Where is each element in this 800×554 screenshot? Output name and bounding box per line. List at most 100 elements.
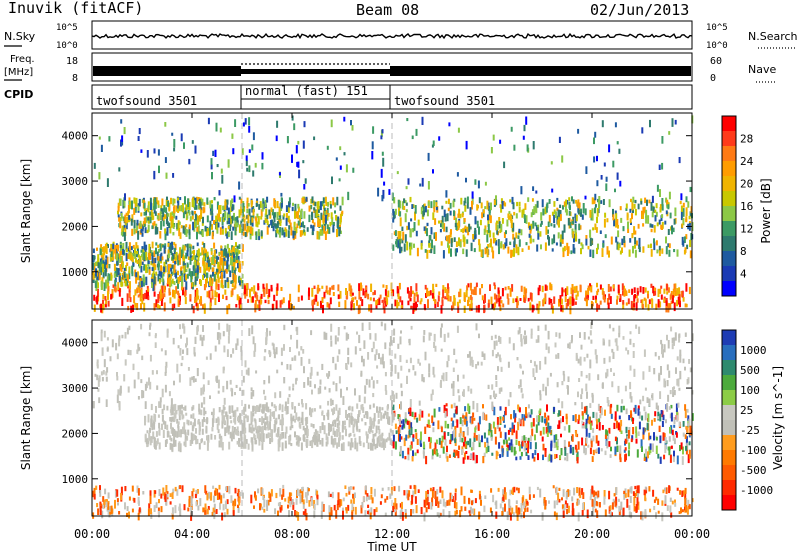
- scatter-cell: [665, 210, 668, 215]
- scatter-cell: [173, 242, 176, 246]
- scatter-cell: [391, 415, 394, 423]
- scatter-cell: [465, 290, 468, 298]
- scatter-cell: [558, 136, 561, 143]
- velocity-scatter: [92, 320, 694, 522]
- scatter-cell: [644, 486, 647, 491]
- scatter-cell: [455, 449, 458, 456]
- scatter-cell: [681, 456, 684, 465]
- scatter-cell: [125, 252, 128, 262]
- scatter-cell: [171, 241, 174, 250]
- scatter-cell: [490, 488, 493, 493]
- scatter-cell: [263, 288, 266, 297]
- scatter-cell: [92, 248, 95, 254]
- scatter-cell: [249, 230, 252, 240]
- scatter-cell: [453, 198, 456, 202]
- scatter-cell: [672, 388, 675, 397]
- scatter-cell: [107, 244, 109, 248]
- scatter-cell: [239, 297, 242, 305]
- scatter-cell: [167, 213, 170, 217]
- scatter-cell: [137, 230, 140, 240]
- scatter-cell: [421, 177, 424, 187]
- scatter-cell: [609, 296, 612, 304]
- scatter-cell: [105, 501, 108, 507]
- scatter-cell: [686, 408, 689, 413]
- scatter-cell: [666, 283, 668, 291]
- scatter-cell: [467, 231, 470, 236]
- scatter-cell: [373, 413, 376, 422]
- scatter-cell: [302, 160, 305, 164]
- scatter-cell: [105, 259, 108, 265]
- scatter-cell: [194, 145, 197, 154]
- scatter-cell: [567, 246, 570, 254]
- scatter-cell: [410, 292, 412, 297]
- scatter-cell: [305, 495, 308, 504]
- scatter-cell: [381, 151, 384, 156]
- scatter-cell: [627, 350, 630, 355]
- scatter-cell: [515, 430, 518, 439]
- scatter-cell: [668, 249, 671, 257]
- scatter-cell: [264, 217, 267, 224]
- scatter-cell: [98, 172, 101, 180]
- scatter-cell: [649, 119, 651, 128]
- scatter-cell: [137, 488, 140, 496]
- scatter-cell: [373, 290, 376, 295]
- scatter-cell: [176, 223, 179, 229]
- scatter-cell: [658, 250, 661, 257]
- scatter-cell: [577, 441, 580, 450]
- scatter-cell: [213, 495, 216, 503]
- scatter-cell: [685, 196, 688, 203]
- scatter-cell: [542, 208, 545, 216]
- scatter-cell: [512, 487, 514, 495]
- scatter-cell: [643, 453, 646, 459]
- scatter-cell: [127, 253, 130, 259]
- scatter-cell: [177, 430, 180, 438]
- scatter-cell: [456, 301, 459, 307]
- scatter-cell: [567, 505, 570, 513]
- scatter-cell: [224, 427, 227, 437]
- scatter-cell: [460, 486, 463, 496]
- scatter-cell: [279, 227, 282, 235]
- scatter-cell: [519, 456, 522, 460]
- scatter-cell: [632, 351, 635, 358]
- scatter-cell: [646, 422, 649, 430]
- scatter-cell: [571, 196, 573, 202]
- scatter-cell: [385, 438, 388, 443]
- scatter-cell: [431, 239, 433, 249]
- scatter-cell: [254, 495, 257, 501]
- scatter-cell: [328, 505, 331, 514]
- scatter-cell: [673, 417, 676, 425]
- scatter-cell: [275, 347, 278, 355]
- scatter-cell: [419, 409, 422, 415]
- scatter-cell: [318, 231, 321, 240]
- scatter-cell: [131, 508, 134, 513]
- scatter-cell: [216, 423, 219, 430]
- scatter-cell: [165, 172, 168, 179]
- scatter-cell: [553, 407, 556, 412]
- scatter-cell: [475, 425, 478, 430]
- scatter-cell: [684, 487, 687, 494]
- scatter-cell: [544, 206, 547, 215]
- scatter-cell: [95, 485, 98, 490]
- scatter-cell: [361, 322, 364, 331]
- scatter-cell: [268, 491, 271, 499]
- scatter-cell: [297, 435, 300, 442]
- scatter-cell: [614, 436, 617, 442]
- scatter-cell: [122, 248, 125, 255]
- scatter-cell: [185, 412, 188, 416]
- scatter-cell: [162, 244, 164, 248]
- scatter-cell: [121, 297, 124, 306]
- scatter-cell: [428, 249, 431, 253]
- scatter-cell: [119, 217, 122, 222]
- scatter-cell: [191, 250, 194, 254]
- scatter-cell: [463, 294, 466, 302]
- scatter-cell: [466, 202, 469, 209]
- scatter-cell: [175, 205, 178, 212]
- scatter-cell: [410, 242, 413, 250]
- scatter-cell: [251, 227, 254, 236]
- scatter-cell: [308, 214, 311, 223]
- scatter-cell: [433, 232, 436, 237]
- scatter-cell: [117, 282, 120, 291]
- scatter-cell: [179, 197, 182, 201]
- scatter-cell: [256, 406, 259, 412]
- scatter-cell: [494, 284, 496, 290]
